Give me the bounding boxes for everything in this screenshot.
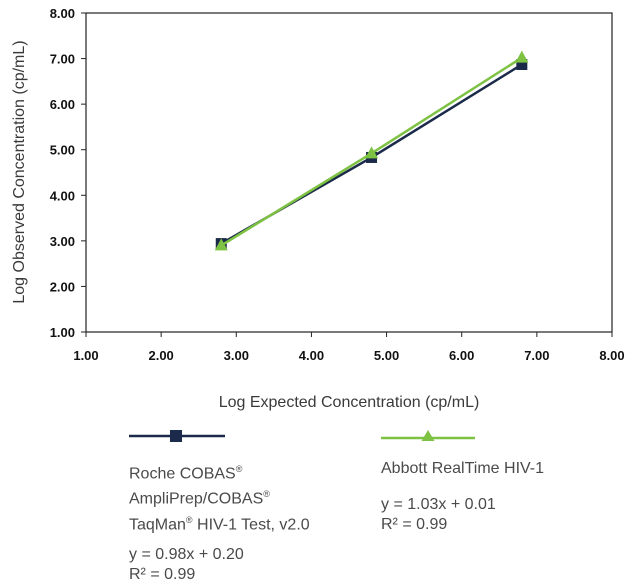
- legend-roche-line1: Roche COBAS: [129, 465, 236, 483]
- legend-abbott-equation: y = 1.03x + 0.01: [381, 496, 496, 513]
- x-axis-title: Log Expected Concentration (cp/mL): [219, 394, 480, 411]
- x-tick-label: 2.00: [148, 348, 173, 363]
- y-tick-label: 4.00: [50, 188, 75, 203]
- axes: 1.00 2.00 3.00 4.00 5.00 6.00 7.00 8.00 1.00 2.00…: [50, 6, 625, 363]
- y-tick-label: 8.00: [50, 6, 75, 21]
- y-tick-label: 2.00: [50, 279, 75, 294]
- legend-swatch-abbott: [381, 425, 477, 447]
- chart: 1.00 2.00 3.00 4.00 5.00 6.00 7.00 8.00 1.00 2.00…: [11, 6, 625, 411]
- data-point-square: [516, 58, 528, 70]
- legend-abbott-r2: R² = 0.99: [381, 516, 448, 533]
- data-point-triangle: [515, 50, 529, 63]
- plot-frame: [85, 12, 613, 333]
- y-tick-label: 7.00: [50, 52, 75, 67]
- x-tick-label: 4.00: [299, 348, 324, 363]
- x-tick-label: 5.00: [374, 348, 399, 363]
- y-tick-label: 6.00: [50, 97, 75, 112]
- legend-label-abbott: Abbott RealTime HIV-1: [381, 460, 545, 477]
- legend-roche-equation: y = 0.98x + 0.20: [129, 545, 244, 563]
- y-tick-label: 5.00: [50, 143, 75, 158]
- x-tick-label: 7.00: [524, 348, 549, 363]
- y-tick-label: 1.00: [50, 325, 75, 340]
- legend-roche-line2: AmpliPrep/COBAS: [129, 490, 264, 508]
- x-tick-label: 1.00: [73, 348, 98, 363]
- y-tick-label: 3.00: [50, 234, 75, 249]
- x-tick-label: 8.00: [599, 348, 624, 363]
- chart-marks: [214, 50, 529, 251]
- x-tick-label: 6.00: [449, 348, 474, 363]
- legend-swatch-roche: [129, 425, 225, 447]
- registered-mark: ®: [185, 514, 193, 525]
- registered-mark: ®: [263, 489, 270, 500]
- legend-label-roche: Roche COBAS® AmpliPrep/COBAS® TaqMan® HI…: [129, 459, 379, 535]
- registered-mark: ®: [235, 464, 243, 474]
- legend-item-roche: Roche COBAS® AmpliPrep/COBAS® TaqMan® HI…: [129, 425, 379, 585]
- legend-item-abbott: Abbott RealTime HIV-1 y = 1.03x + 0.01 R…: [381, 425, 621, 535]
- data-point-triangle: [214, 238, 228, 251]
- legend-roche-r2: R² = 0.99: [129, 565, 196, 583]
- data-point-triangle: [365, 146, 379, 159]
- legend-roche-line3a: TaqMan: [129, 515, 186, 533]
- y-axis-title: Log Observed Concentration (cp/mL): [11, 40, 28, 303]
- x-tick-label: 3.00: [224, 348, 249, 363]
- legend-roche-line3b: HIV-1 Test, v2.0: [192, 515, 310, 533]
